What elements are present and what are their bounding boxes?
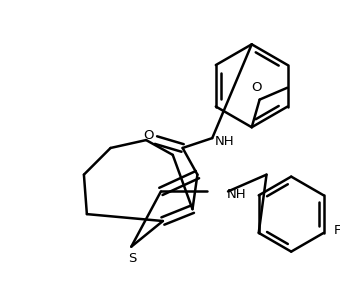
Text: NH: NH: [214, 135, 234, 147]
Text: NH: NH: [227, 188, 247, 201]
Text: F: F: [334, 224, 340, 237]
Text: S: S: [128, 252, 136, 265]
Text: O: O: [251, 81, 262, 94]
Text: O: O: [143, 129, 153, 142]
